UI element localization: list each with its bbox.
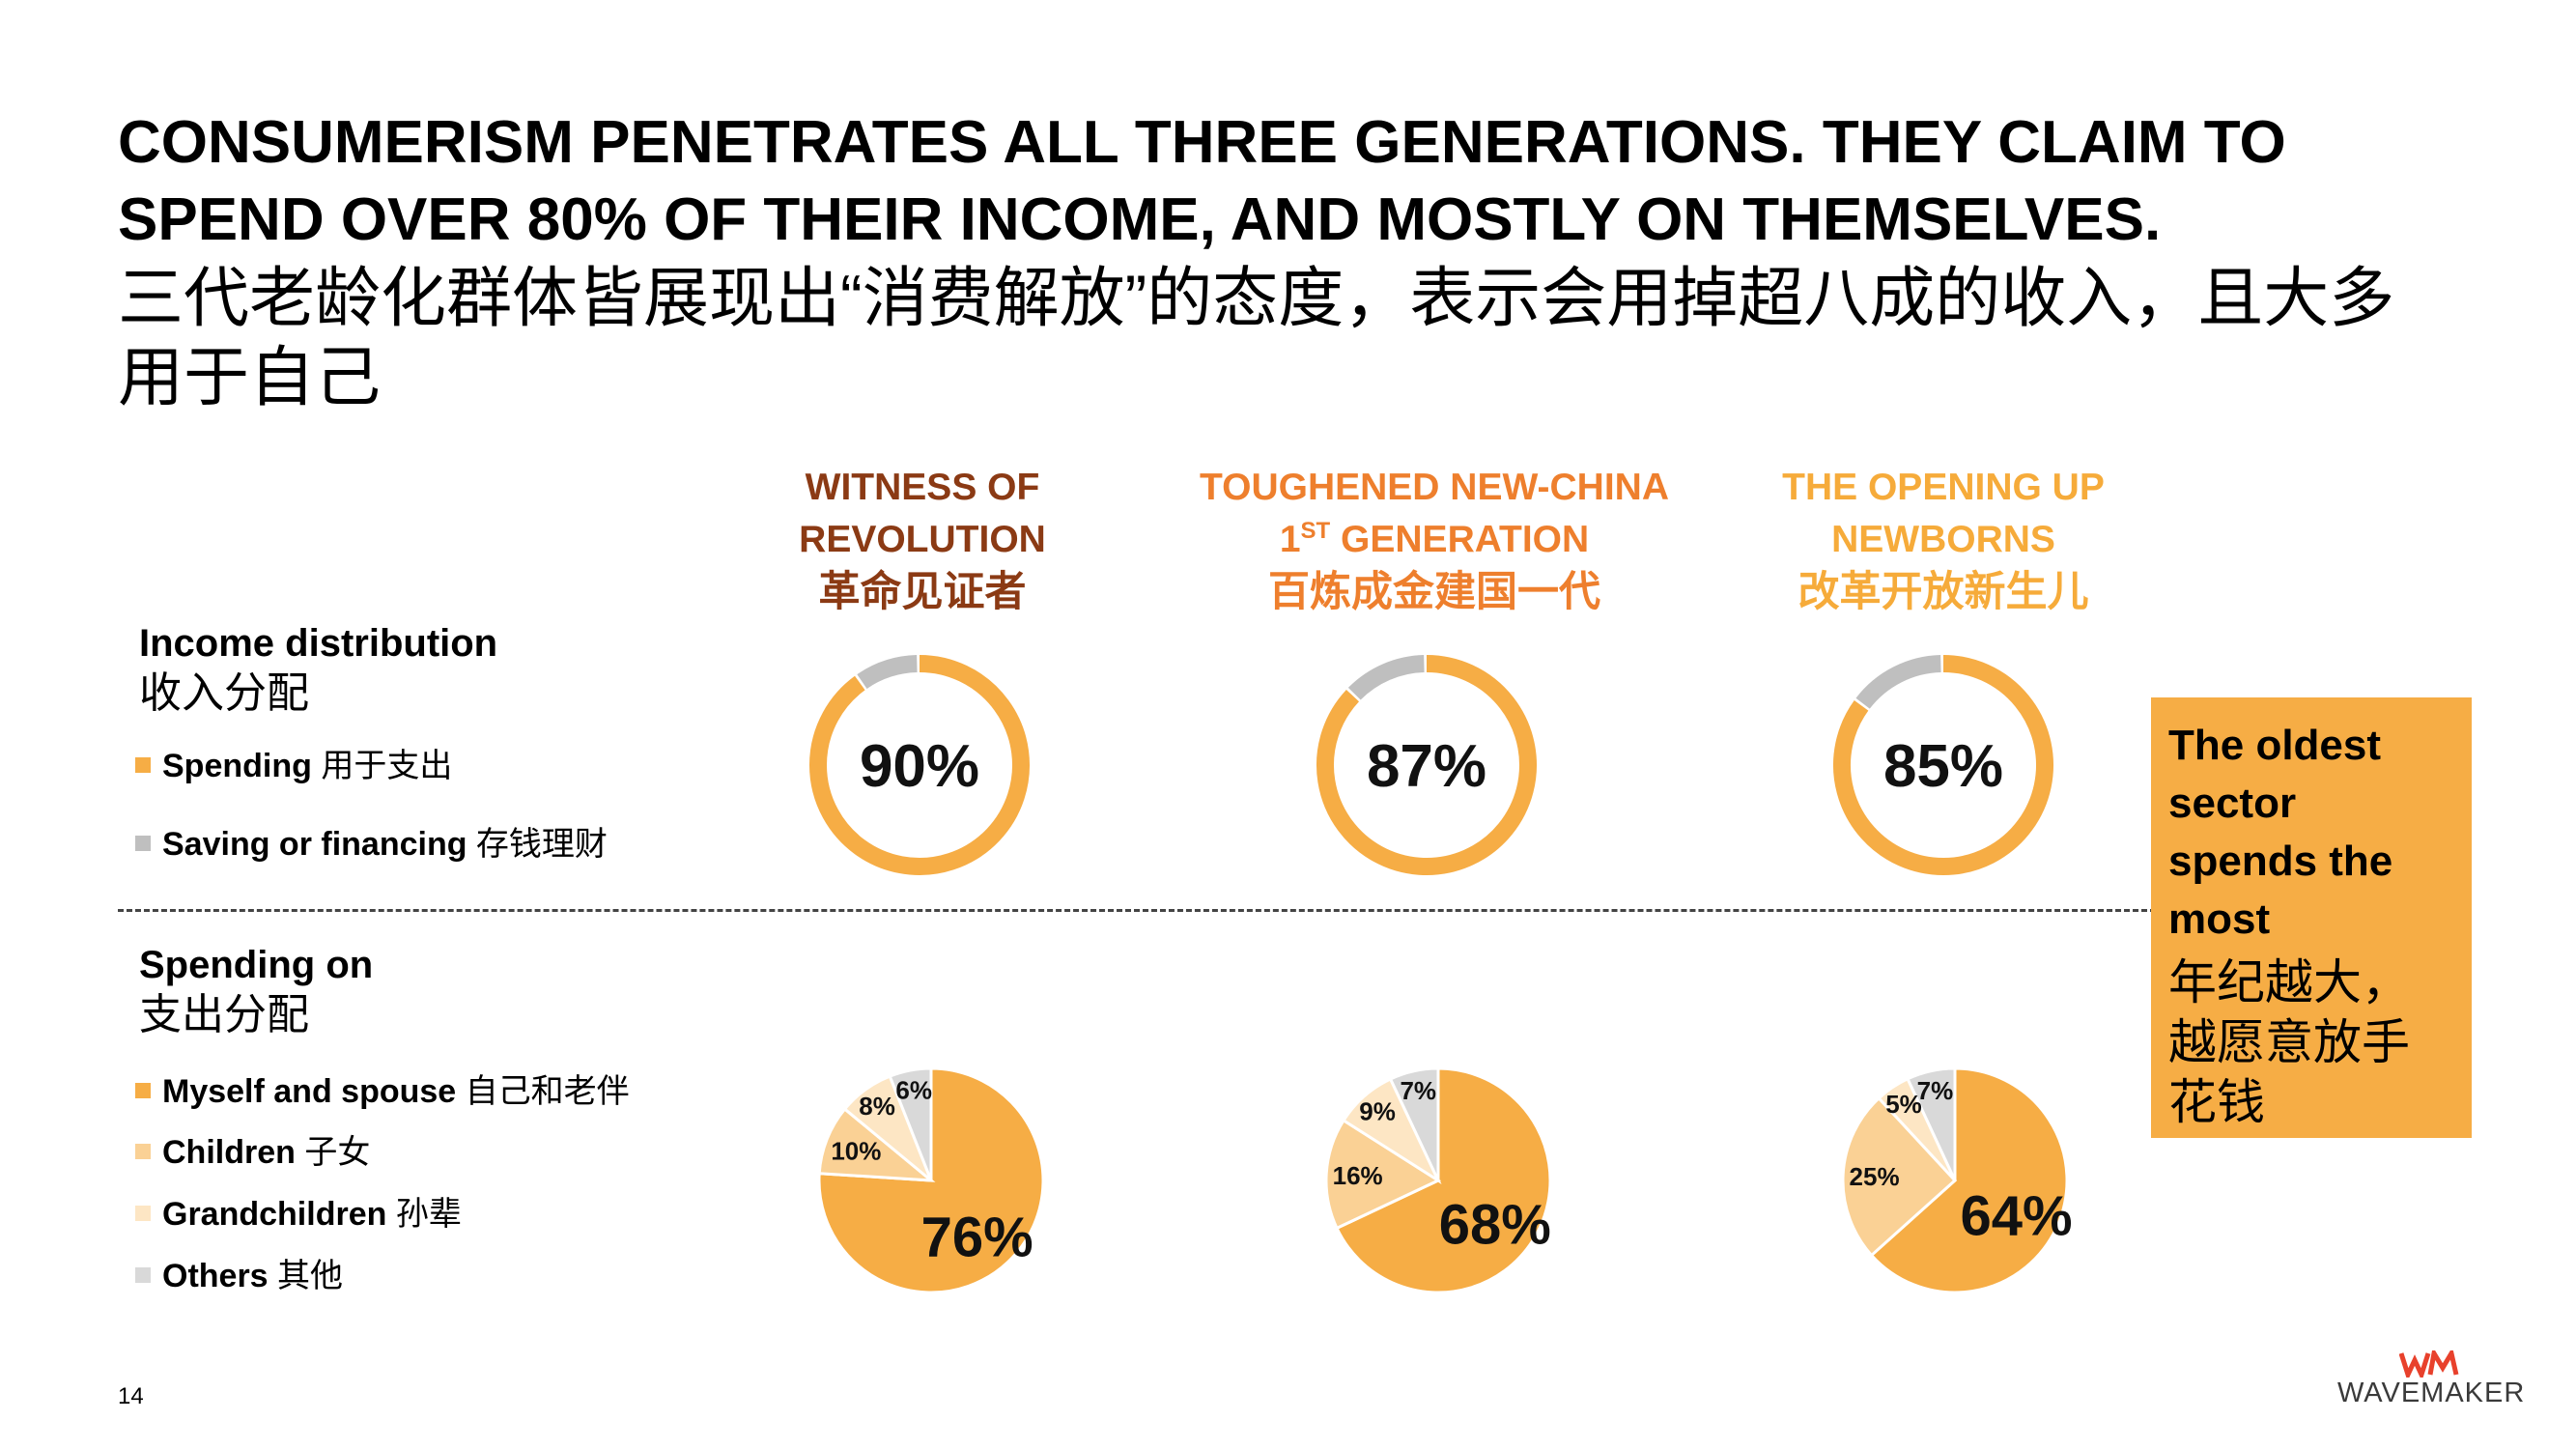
logo-wordmark: WAVEMAKER [2337,1378,2526,1408]
donut-3-segment-spending [1833,655,2053,875]
generation-header-1: WITNESS OF REVOLUTION 革命见证者 [652,462,1193,618]
legend-item-grandchildren: Grandchildren 孙辈 [135,1193,462,1236]
legend-swatch [135,757,151,773]
pie-2-label-myself-and-spouse: 68% [1439,1193,1551,1256]
pie-2-label-children: 16% [1333,1161,1383,1190]
pie-1-label-others: 6% [895,1076,932,1105]
section-divider [118,909,2156,912]
income-title-en: Income distribution [139,622,498,665]
spending-title-cn: 支出分配 [139,991,309,1038]
generation-2-en-line1: TOUGHENED NEW-CHINA [1200,467,1669,508]
donut-2-segment-spending [1316,655,1537,875]
generation-3-en-line1: THE OPENING UP [1782,467,2105,508]
spending-section-title: Spending on 支出分配 [139,940,373,1040]
callout-text-cn: 年纪越大，越愿意放手花钱 [2168,955,2410,1129]
legend-swatch [135,1144,151,1159]
donut-3-center-label: 85% [1883,733,2003,800]
legend-swatch [135,836,151,851]
wm-logo-mark-icon [2399,1350,2459,1378]
legend-swatch [135,1206,151,1221]
donut-1-segment-spending [809,655,1030,875]
pie-3-slice-others [1906,1066,1957,1181]
pie-3-label-grandchildren: 5% [1885,1090,1922,1119]
pie-3-slice-children [1841,1095,1958,1258]
donut-1-center-label: 90% [860,733,979,800]
page-number: 14 [118,1383,144,1409]
generation-2-en-line2: 1ST GENERATION [1279,518,1590,560]
generation-header-2: TOUGHENED NEW-CHINA 1ST GENERATION 百炼成金建… [1164,462,1705,618]
wavemaker-logo: WAVEMAKER [2337,1350,2526,1409]
donut-2-segment-saving-or-financing [1347,655,1425,700]
spending-title-en: Spending on [139,944,374,986]
income-section-title: Income distribution 收入分配 [139,618,497,719]
donut-3-segment-saving-or-financing [1855,655,1941,709]
legend-swatch [135,1083,151,1098]
legend-item-children: Children 子女 [135,1131,370,1174]
slide-title-chinese: 三代老龄化群体皆展现出“消费解放”的态度，表示会用掉超八成的收入，且大多用于自己 [118,262,2395,414]
legend-item-myself-spouse: Myself and spouse 自己和老伴 [135,1070,630,1113]
pie-3-label-children: 25% [1850,1162,1900,1191]
generation-1-cn: 革命见证者 [818,569,1027,615]
pie-2-slice-children [1324,1118,1442,1231]
legend-item-others: Others 其他 [135,1255,343,1297]
callout-box: The oldest sector spends the most 年纪越大，越… [2151,697,2472,1138]
slide-title: CONSUMERISM PENETRATES ALL THREE GENERAT… [118,109,2286,253]
pie-3-label-others: 7% [1917,1076,1954,1105]
pie-2-label-grandchildren: 9% [1359,1097,1396,1126]
donut-2-center-label: 87% [1367,733,1486,800]
generation-header-3: THE OPENING UP NEWBORNS 改革开放新生儿 [1673,462,2214,618]
legend-swatch [135,1267,151,1283]
pie-3-label-myself-and-spouse: 64% [1961,1184,2073,1247]
generation-1-en-line1: WITNESS OF [805,467,1040,508]
pie-1-label-children: 10% [831,1136,881,1165]
income-title-cn: 收入分配 [139,669,309,717]
pie-1-slice-others [888,1066,933,1181]
pie-3-slice-myself-and-spouse [1869,1066,2069,1294]
legend-item-spending: Spending 用于支出 [135,745,452,787]
pie-1-slice-myself-and-spouse [817,1066,1045,1294]
pie-1-label-myself-and-spouse: 76% [921,1207,1033,1269]
generation-3-en-line2: NEWBORNS [1831,519,2055,560]
generation-3-cn: 改革开放新生儿 [1798,569,2089,615]
pie-2-slice-myself-and-spouse [1335,1066,1552,1294]
legend-item-saving: Saving or financing 存钱理财 [135,823,608,866]
pie-2-slice-others [1388,1066,1440,1181]
pie-2-label-others: 7% [1400,1076,1436,1105]
generation-1-en-line2: REVOLUTION [799,519,1046,560]
donut-1-segment-saving-or-financing [857,655,918,690]
callout-text-en: The oldest sector spends the most [2168,722,2393,943]
pie-1-label-grandchildren: 8% [859,1092,895,1121]
generation-2-cn: 百炼成金建国一代 [1268,569,1600,615]
